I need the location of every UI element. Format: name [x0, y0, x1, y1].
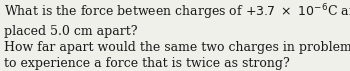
- Text: What is the force between charges of $+3.7\ \times\ 10^{-6}$C and $-3.7\ \times\: What is the force between charges of $+3…: [4, 2, 350, 70]
